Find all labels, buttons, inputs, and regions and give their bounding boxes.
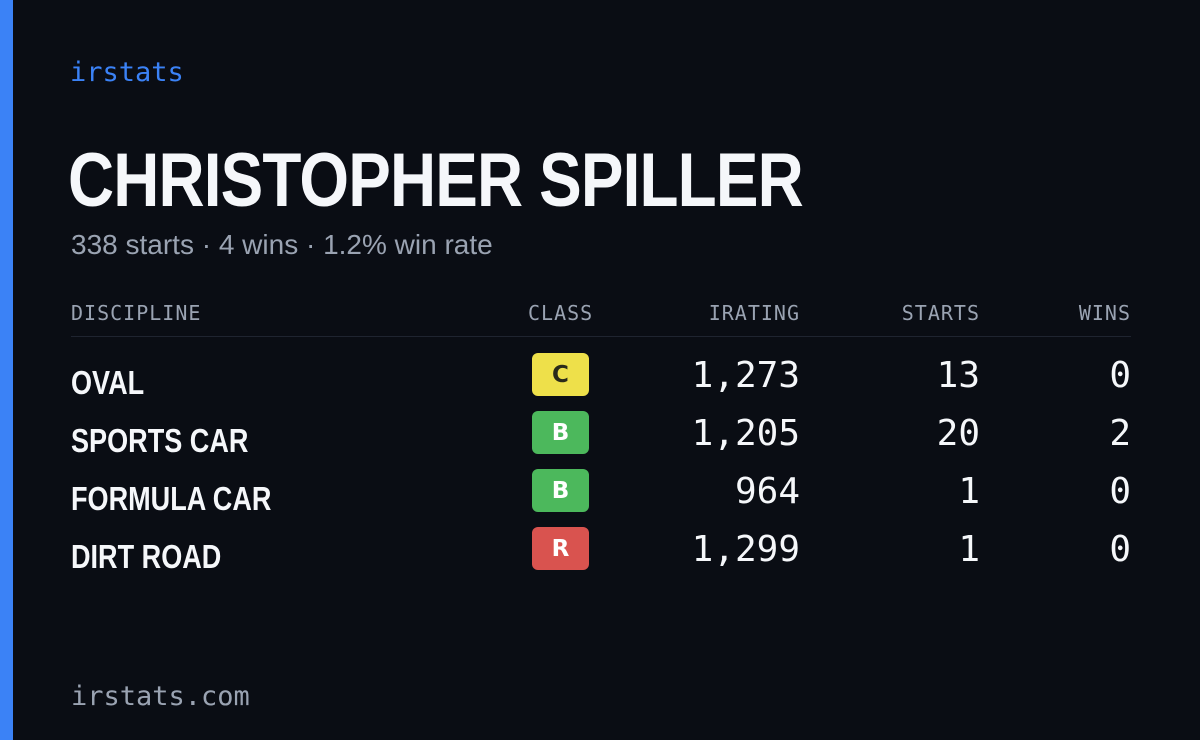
wins-value: 2 <box>1109 413 1131 454</box>
header-discipline: DISCIPLINE <box>71 301 202 325</box>
irating-value: 1,205 <box>691 413 800 454</box>
header-starts: STARTS <box>901 301 980 325</box>
starts-value: 1 <box>958 471 980 512</box>
table-header: DISCIPLINE CLASS IRATING STARTS WINS <box>71 296 1131 337</box>
table-row: DIRT ROAD R 1,299 1 0 <box>71 527 1131 585</box>
discipline-name: FORMULA CAR <box>71 480 272 517</box>
accent-bar <box>0 0 13 740</box>
discipline-name: SPORTS CAR <box>71 422 249 459</box>
table-row: SPORTS CAR B 1,205 20 2 <box>71 411 1131 469</box>
footer-site-link[interactable]: irstats.com <box>71 681 250 712</box>
driver-summary: 338 starts · 4 wins · 1.2% win rate <box>71 229 493 260</box>
driver-name: CHRISTOPHER SPILLER <box>68 138 804 223</box>
discipline-name: OVAL <box>71 364 145 401</box>
table-row: FORMULA CAR B 964 1 0 <box>71 469 1131 527</box>
wins-value: 0 <box>1109 355 1131 396</box>
brand-logo-text[interactable]: irstats <box>70 57 184 88</box>
header-wins: WINS <box>1078 301 1131 325</box>
table-row: OVAL C 1,273 13 0 <box>71 353 1131 411</box>
header-irating: IRATING <box>708 301 800 325</box>
irating-value: 964 <box>734 471 800 512</box>
class-badge: B <box>532 469 589 512</box>
wins-value: 0 <box>1109 529 1131 570</box>
starts-value: 1 <box>958 529 980 570</box>
starts-value: 20 <box>936 413 980 454</box>
table-body: OVAL C 1,273 13 0 SPORTS CAR B 1,205 20 … <box>71 337 1131 585</box>
class-badge: R <box>532 527 589 570</box>
header-class: CLASS <box>528 301 594 325</box>
irating-value: 1,299 <box>691 529 800 570</box>
class-badge: C <box>532 353 589 396</box>
class-badge: B <box>532 411 589 454</box>
discipline-table: DISCIPLINE CLASS IRATING STARTS WINS OVA… <box>71 296 1131 585</box>
discipline-name: DIRT ROAD <box>71 538 222 575</box>
irating-value: 1,273 <box>691 355 800 396</box>
starts-value: 13 <box>936 355 980 396</box>
wins-value: 0 <box>1109 471 1131 512</box>
